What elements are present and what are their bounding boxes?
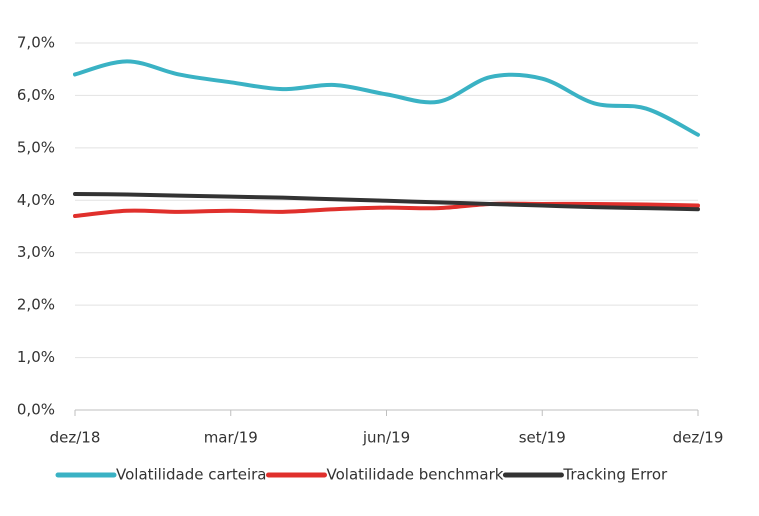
legend-label: Volatilidade carteira: [116, 466, 267, 484]
x-tick-label: dez/19: [673, 429, 724, 447]
y-tick-label: 0,0%: [17, 401, 55, 419]
line: [73, 59, 700, 137]
x-tick-label: mar/19: [204, 429, 258, 447]
y-tick-label: 5,0%: [17, 138, 55, 156]
y-tick-label: 3,0%: [17, 243, 55, 261]
x-tick-label: jun/19: [362, 429, 410, 447]
y-tick-label: 6,0%: [17, 86, 55, 104]
line: [73, 191, 700, 212]
y-tick-label: 7,0%: [17, 34, 55, 52]
y-tick-label: 4,0%: [17, 191, 55, 209]
y-tick-label: 2,0%: [17, 296, 55, 314]
line: [73, 201, 700, 219]
x-tick-label: set/19: [519, 429, 566, 447]
legend-label: Volatilidade benchmark: [327, 466, 504, 484]
y-tick-label: 1,0%: [17, 348, 55, 366]
legend-label: Tracking Error: [562, 466, 668, 484]
x-tick-label: dez/18: [50, 429, 101, 447]
